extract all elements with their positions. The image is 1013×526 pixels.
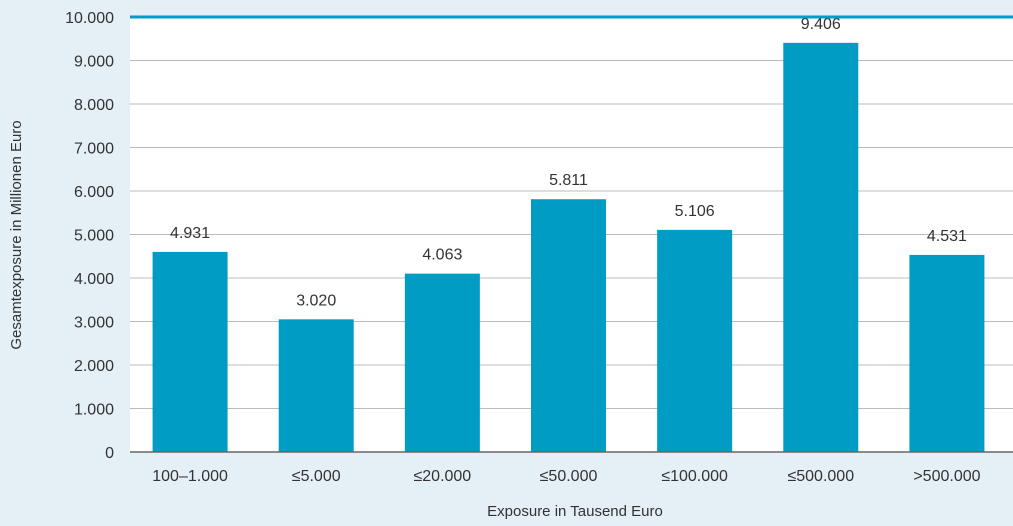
bars (152, 42, 985, 453)
y-tick-label: 4.000 (74, 271, 114, 288)
x-tick-label: ≤100.000 (661, 468, 728, 485)
x-tick-label: ≤50.000 (540, 468, 598, 485)
x-tick-label: 100–1.000 (152, 468, 228, 485)
y-tick-label: 8.000 (74, 97, 114, 114)
x-tick-label: ≤500.000 (787, 468, 854, 485)
x-axis-title: Exposure in Tausend Euro (487, 503, 663, 520)
bar (278, 319, 354, 452)
y-tick-label: 5.000 (74, 228, 114, 245)
y-tick-label: 7.000 (74, 141, 114, 158)
x-axis-ticks: 100–1.000 ≤5.000 ≤20.000 ≤50.000 ≤100.000 ≤50… (152, 468, 980, 485)
x-tick-label: >500.000 (913, 468, 980, 485)
data-label: 5.811 (549, 172, 588, 189)
y-tick-label: 6.000 (74, 184, 114, 201)
bar (657, 229, 733, 452)
x-tick-label: ≤5.000 (292, 468, 341, 485)
y-tick-label: 9.000 (74, 54, 114, 71)
data-label: 4.931 (170, 225, 210, 242)
bar (909, 254, 985, 452)
data-labels: 4.931 3.020 4.063 5.811 5.106 9.406 4.531 (170, 16, 967, 309)
data-label: 9.406 (801, 16, 841, 33)
y-tick-label: 1.000 (74, 402, 114, 419)
y-tick-label: 3.000 (74, 315, 114, 332)
bar (152, 251, 228, 452)
bar (531, 199, 606, 452)
y-axis-ticks: 0 1.000 2.000 3.000 4.000 5.000 6.000 7.000 8.00… (65, 10, 114, 462)
bar (404, 273, 480, 452)
y-tick-label: 10.000 (65, 10, 114, 27)
data-label: 4.531 (927, 228, 967, 245)
y-tick-label: 0 (105, 445, 114, 462)
y-axis-title: Gesamtexposure in Millionen Euro (8, 120, 25, 349)
bar (783, 42, 859, 453)
data-label: 4.063 (422, 247, 462, 264)
data-label: 3.020 (296, 292, 336, 309)
y-tick-label: 2.000 (74, 358, 114, 375)
data-label: 5.106 (675, 203, 715, 220)
x-tick-label: ≤20.000 (413, 468, 471, 485)
